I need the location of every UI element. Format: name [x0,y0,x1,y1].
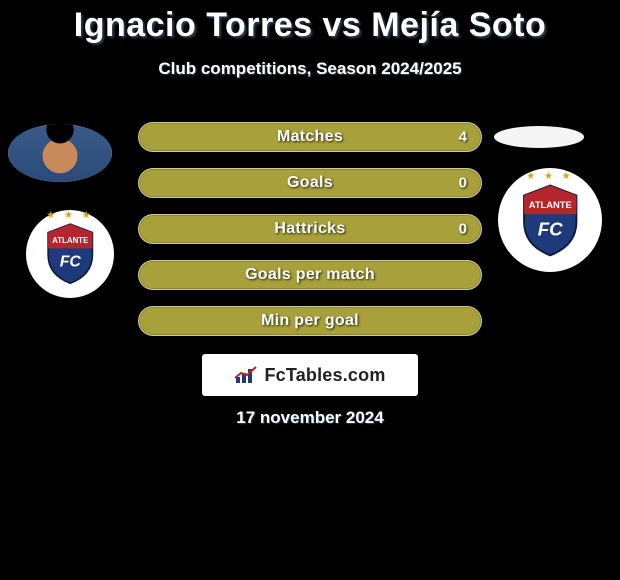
svg-text:FC: FC [538,218,563,239]
club-text-left: ATLANTE [52,236,88,245]
stat-label: Hattricks [274,220,345,238]
chart-icon [234,365,258,385]
stat-bar: Matches 4 [138,122,482,152]
stat-bar: Goals per match [138,260,482,290]
player-photo-left [8,124,112,182]
stat-value: 0 [459,221,467,238]
star-icon: ★ ★ ★ [43,210,98,221]
stat-label: Matches [277,128,343,146]
club-text-right: ATLANTE [529,200,572,210]
player-photo-right [494,126,584,148]
shield-icon: ★ ★ ★ ATLANTE FC [518,183,582,258]
stat-bars: Matches 4 Goals 0 Hattricks 0 Goals per match M… [138,122,482,352]
stat-label: Goals per match [245,266,375,284]
player-face-left [8,124,112,182]
stat-value: 4 [459,129,467,146]
page-subtitle: Club competitions, Season 2024/2025 [0,59,620,79]
svg-text:FC: FC [59,254,81,271]
brand-text: FcTables.com [264,365,385,386]
stat-label: Min per goal [261,312,359,330]
page-title: Ignacio Torres vs Mejía Soto [0,0,620,45]
stat-bar: Hattricks 0 [138,214,482,244]
stat-value: 0 [459,175,467,192]
comparison-card: Ignacio Torres vs Mejía Soto Club compet… [0,0,620,580]
stat-label: Goals [287,174,333,192]
card-date: 17 november 2024 [0,408,620,428]
shield-icon: ★ ★ ★ ATLANTE FC [43,222,98,285]
stat-bar: Min per goal [138,306,482,336]
club-badge-left: ★ ★ ★ ATLANTE FC [26,210,114,298]
brand-box: FcTables.com [202,354,418,396]
club-badge-right: ★ ★ ★ ATLANTE FC [498,168,602,272]
stat-bar: Goals 0 [138,168,482,198]
star-icon: ★ ★ ★ [518,171,582,182]
